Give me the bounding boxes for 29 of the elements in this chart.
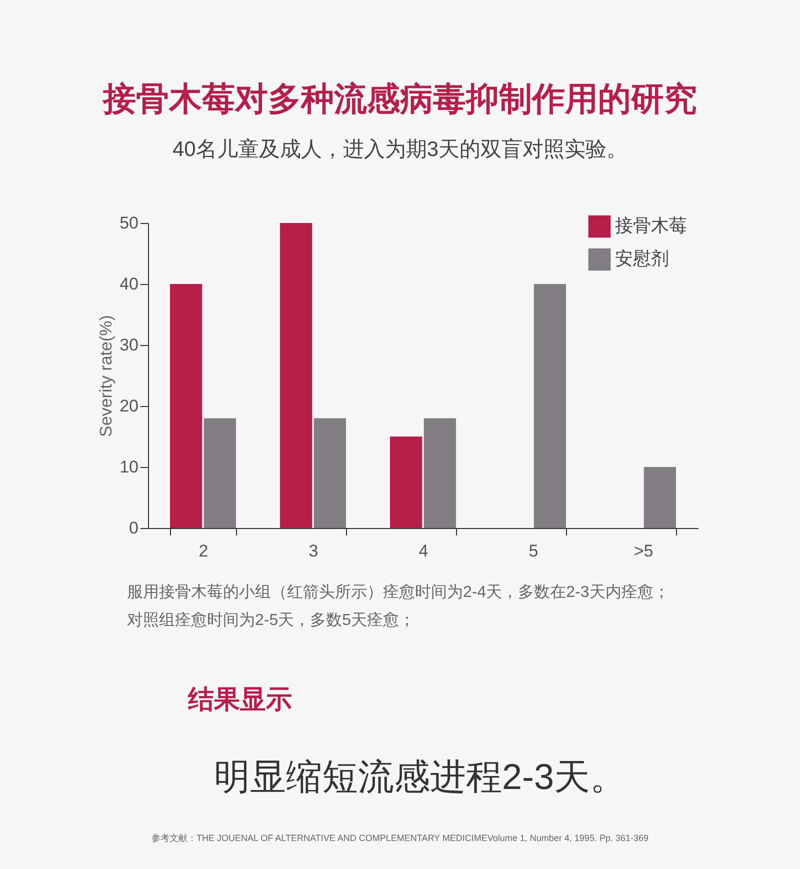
bar <box>424 418 456 528</box>
text: 服用接骨木莓的小组（红箭头所示）痊愈时间为2-4天，多数在2-3天内痊愈； <box>127 583 670 601</box>
legend-label: 接骨木莓 <box>615 216 687 236</box>
text: 明显缩短流感进程2-3天。 <box>214 756 626 797</box>
x-tick-label: 4 <box>418 542 428 560</box>
bar <box>390 436 422 528</box>
chart-title: 接骨木莓对多种流感病毒抑制作用的研究 <box>102 80 697 117</box>
x-tick-label: 2 <box>198 542 208 560</box>
chart-subtitle: 40名儿童及成人，进入为期3天的双盲对照实验。 <box>172 137 628 161</box>
x-tick-label: 3 <box>308 542 318 560</box>
legend-label: 安慰剂 <box>615 248 669 268</box>
text: 对照组痊愈时间为2-5天，多数5天痊愈； <box>127 611 416 629</box>
bar <box>280 223 312 528</box>
text: 结果显示 <box>187 684 292 714</box>
y-tick-label: 50 <box>120 214 138 232</box>
y-tick-label: 30 <box>120 336 138 354</box>
x-tick-label: 5 <box>528 542 538 560</box>
y-tick-label: 0 <box>129 518 138 538</box>
y-tick-label: 20 <box>120 396 138 416</box>
y-tick-label: 10 <box>120 458 138 476</box>
bar <box>204 418 236 528</box>
y-axis-title: Severity rate(%) <box>96 315 116 437</box>
bar <box>170 284 202 528</box>
bar <box>644 467 676 528</box>
text: 参考文献：THE JOUENAL OF ALTERNATIVE AND COMPLEMENTARY MEDICIMEVolume 1, Number 4, 1995. Pp. 361-369 <box>152 833 648 843</box>
x-tick-label: >5 <box>634 542 654 560</box>
bar <box>534 284 566 528</box>
y-tick-label: 40 <box>120 274 138 294</box>
bar <box>314 418 346 528</box>
